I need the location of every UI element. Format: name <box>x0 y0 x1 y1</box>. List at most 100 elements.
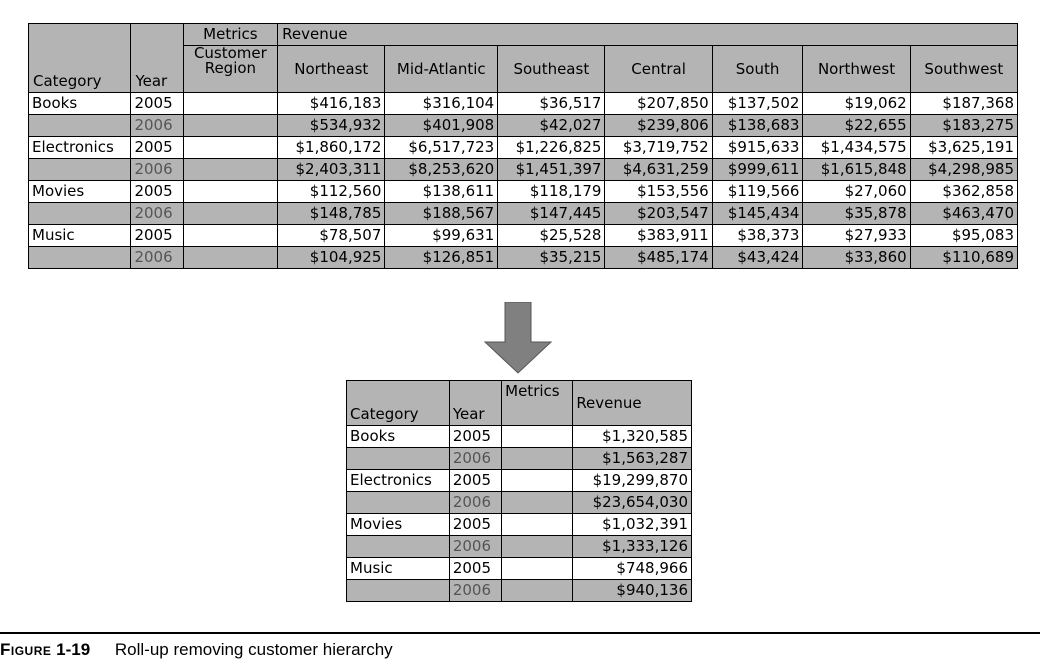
revenue-cell: $19,062 <box>802 92 911 115</box>
table-row: 2006 $940,136 <box>346 579 692 602</box>
customer-region-cell <box>182 246 279 269</box>
year-cell: 2005 <box>448 425 503 448</box>
category-cell: Books <box>27 92 132 115</box>
revenue-cell: $38,373 <box>711 224 804 247</box>
customer-region-cell <box>182 224 279 247</box>
category-cell: Electronics <box>27 136 132 159</box>
category-cell: Electronics <box>346 469 450 492</box>
revenue-cell: $147,445 <box>497 202 606 225</box>
revenue-cell: $145,434 <box>711 202 804 225</box>
category-cell: Music <box>27 224 132 247</box>
customer-region-cell <box>182 114 279 137</box>
revenue-cell: $99,631 <box>384 224 499 247</box>
revenue-cell: $463,470 <box>909 202 1019 225</box>
region-header: Mid-Atlantic <box>384 45 499 93</box>
year-cell: 2006 <box>130 202 184 225</box>
revenue-cell: $1,615,848 <box>802 158 911 181</box>
revenue-cell: $104,925 <box>277 246 386 269</box>
category-cell <box>346 491 450 514</box>
metrics-cell <box>501 447 574 470</box>
revenue-cell: $138,683 <box>711 114 804 137</box>
revenue-cell: $35,215 <box>497 246 606 269</box>
revenue-cell: $36,517 <box>497 92 606 115</box>
year-cell: 2005 <box>448 557 503 580</box>
revenue-cell: $203,547 <box>604 202 713 225</box>
revenue-cell: $22,655 <box>802 114 911 137</box>
revenue-cell: $999,611 <box>711 158 804 181</box>
year-cell: 2005 <box>130 136 184 159</box>
table-row: 2006 $104,925 $126,851 $35,215 $485,174 $43,4… <box>27 246 1019 269</box>
revenue-cell: $42,027 <box>497 114 606 137</box>
year-cell: 2006 <box>130 114 184 137</box>
table-row: Music 2005 $748,966 <box>346 557 692 580</box>
table-row: 2006 $1,333,126 <box>346 535 692 558</box>
revenue-cell: $183,275 <box>909 114 1019 137</box>
caption-text: Roll-up removing customer hierarchy <box>114 640 393 659</box>
table-row: 2006 $148,785 $188,567 $147,445 $203,547 $145… <box>27 202 1019 225</box>
revenue-cell: $33,860 <box>802 246 911 269</box>
revenue-cell: $3,719,752 <box>604 136 713 159</box>
revenue-cell: $188,567 <box>384 202 499 225</box>
customer-region-cell <box>182 202 279 225</box>
year-cell: 2005 <box>130 92 184 115</box>
metrics-cell <box>501 535 574 558</box>
category-cell <box>346 535 450 558</box>
revenue-cell: $187,368 <box>909 92 1019 115</box>
col-header-category: Category <box>346 380 450 426</box>
revenue-cell: $239,806 <box>604 114 713 137</box>
revenue-rollup-table: Category Year Metrics Revenue Books 2005 $… <box>346 380 692 602</box>
revenue-cell: $1,032,391 <box>572 513 692 536</box>
metrics-cell <box>501 579 574 602</box>
revenue-by-region-table: Category Year Metrics Revenue Customer R… <box>27 23 1019 269</box>
revenue-cell: $1,333,126 <box>572 535 692 558</box>
customer-region-label: Customer Region <box>182 45 279 93</box>
table-row: Electronics 2005 $1,860,172 $6,517,723 $1,22… <box>27 136 1019 159</box>
table-row: Books 2005 $1,320,585 <box>346 425 692 448</box>
revenue-cell: $95,083 <box>909 224 1019 247</box>
revenue-cell: $1,320,585 <box>572 425 692 448</box>
revenue-cell: $2,403,311 <box>277 158 386 181</box>
metrics-cell <box>501 469 574 492</box>
category-cell: Movies <box>346 513 450 536</box>
col-header-year: Year <box>130 23 184 93</box>
revenue-cell: $43,424 <box>711 246 804 269</box>
revenue-cell: $35,878 <box>802 202 911 225</box>
revenue-label: Revenue <box>277 23 1018 46</box>
revenue-cell: $1,563,287 <box>572 447 692 470</box>
revenue-cell: $915,633 <box>711 136 804 159</box>
category-cell <box>27 114 132 137</box>
revenue-cell: $110,689 <box>909 246 1019 269</box>
revenue-cell: $748,966 <box>572 557 692 580</box>
table-row: Music 2005 $78,507 $99,631 $25,528 $383,911 $3… <box>27 224 1019 247</box>
year-cell: 2006 <box>448 579 503 602</box>
col-header-year: Year <box>448 380 503 426</box>
revenue-cell: $401,908 <box>384 114 499 137</box>
caption-rule <box>0 632 1040 634</box>
header-row: Category Year Metrics Revenue <box>346 380 692 426</box>
revenue-cell: $118,179 <box>497 180 606 203</box>
revenue-cell: $126,851 <box>384 246 499 269</box>
year-cell: 2005 <box>448 513 503 536</box>
category-cell <box>27 246 132 269</box>
revenue-cell: $207,850 <box>604 92 713 115</box>
region-header: Southwest <box>909 45 1019 93</box>
revenue-cell: $27,933 <box>802 224 911 247</box>
metrics-cell <box>501 557 574 580</box>
table-row: Movies 2005 $112,560 $138,611 $118,179 $153,5… <box>27 180 1019 203</box>
col-header-category: Category <box>27 23 132 93</box>
revenue-label: Revenue <box>572 380 692 426</box>
category-cell <box>27 202 132 225</box>
year-cell: 2005 <box>130 224 184 247</box>
metrics-cell <box>501 491 574 514</box>
category-cell: Music <box>346 557 450 580</box>
customer-region-cell <box>182 180 279 203</box>
revenue-cell: $383,911 <box>604 224 713 247</box>
revenue-cell: $316,104 <box>384 92 499 115</box>
table-row: 2006 $534,932 $401,908 $42,027 $239,806 $138,… <box>27 114 1019 137</box>
year-cell: 2006 <box>448 535 503 558</box>
category-cell: Books <box>346 425 450 448</box>
customer-region-cell <box>182 92 279 115</box>
metrics-cell <box>501 425 574 448</box>
revenue-cell: $362,858 <box>909 180 1019 203</box>
revenue-cell: $112,560 <box>277 180 386 203</box>
